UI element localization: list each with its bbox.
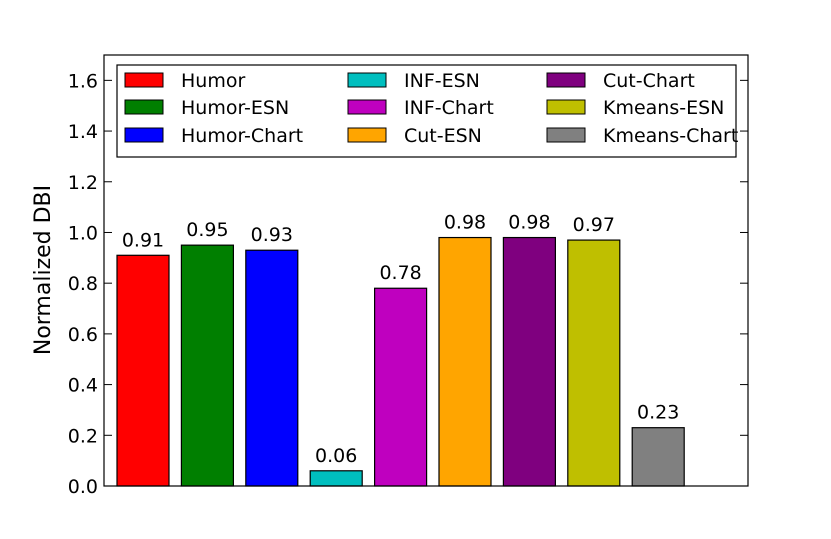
value-label: 0.98 (508, 212, 550, 234)
y-tick-label: 1.2 (68, 172, 98, 194)
plot-frame (103, 54, 749, 487)
value-label: 0.23 (637, 402, 679, 424)
bar-kmeans-esn (567, 239, 621, 487)
bar-humor-chart (245, 249, 299, 487)
legend-label: Kmeans-ESN (603, 97, 724, 119)
legend-box (116, 64, 737, 158)
legend-swatch (124, 127, 164, 143)
y-tick-label: 1.4 (68, 121, 98, 143)
value-label: 0.06 (315, 445, 357, 467)
legend-swatch (124, 72, 164, 88)
y-tick-label: 1.6 (68, 70, 98, 92)
legend: Humor Humor-ESN Humor-Chart INF-ESN INF-Char… (116, 64, 738, 158)
bar-kmeans-chart (631, 427, 685, 487)
y-tick-label: 0.6 (68, 324, 98, 346)
bar-humor (116, 254, 170, 487)
value-label: 0.95 (186, 219, 228, 241)
bar-cut-chart (502, 236, 556, 487)
legend-swatch (347, 72, 387, 88)
legend-swatch (347, 99, 387, 115)
legend-label: Humor-ESN (181, 97, 289, 119)
legend-label: INF-Chart (404, 97, 494, 119)
y-tick-label: 1.0 (68, 222, 98, 244)
value-label: 0.91 (122, 229, 164, 251)
y-tick-label: 0.0 (68, 476, 98, 498)
y-axis-label: Normalized DBI (31, 185, 56, 355)
legend-label: Cut-ESN (404, 125, 482, 147)
bar-inf-chart (374, 287, 428, 487)
legend-label: INF-ESN (404, 70, 480, 92)
y-tick-label: 0.8 (68, 273, 98, 295)
y-tick-label: 0.4 (68, 375, 98, 397)
value-labels: 0.91 0.95 0.93 0.06 0.78 0.98 0.98 0.97 0.23 (122, 212, 680, 467)
legend-label: Humor (181, 70, 245, 92)
bars (116, 236, 685, 487)
legend-swatch (124, 99, 164, 115)
legend-label: Cut-Chart (603, 70, 695, 92)
y-tick-label: 0.2 (68, 425, 98, 447)
value-label: 0.78 (379, 262, 421, 284)
bar-inf-esn (309, 470, 363, 487)
legend-swatch (546, 72, 586, 88)
legend-swatch (546, 127, 586, 143)
legend-label: Kmeans-Chart (603, 125, 738, 147)
y-axis: 0.0 0.2 0.4 0.6 0.8 1.0 1.2 1.4 1.6 (68, 70, 748, 498)
value-label: 0.93 (251, 224, 293, 246)
bar-humor-esn (180, 244, 234, 487)
value-label: 0.98 (444, 212, 486, 234)
legend-label: Humor-Chart (181, 125, 303, 147)
value-label: 0.97 (573, 214, 615, 236)
legend-swatch (347, 127, 387, 143)
legend-swatch (546, 99, 586, 115)
bar-cut-esn (438, 236, 492, 487)
